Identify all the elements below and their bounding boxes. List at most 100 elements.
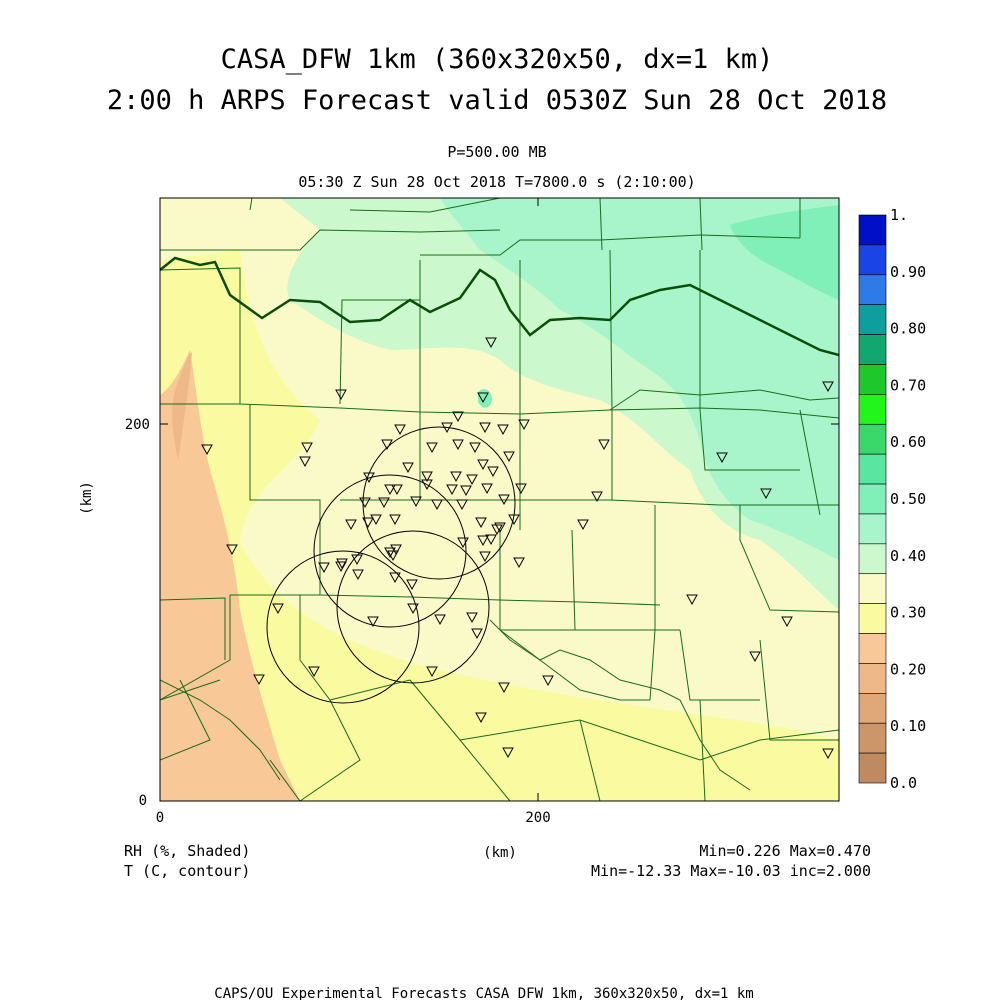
title-line-1: CASA_DFW 1km (360x320x50, dx=1 km) bbox=[221, 44, 774, 75]
colorbar-swatch bbox=[858, 364, 887, 395]
station-marker bbox=[391, 484, 403, 496]
station-marker bbox=[491, 524, 503, 536]
colorbar-label: 1. bbox=[890, 206, 908, 224]
station-marker bbox=[272, 603, 284, 615]
station-marker bbox=[431, 499, 443, 511]
colorbar-swatch bbox=[858, 663, 887, 694]
station-marker bbox=[781, 616, 793, 628]
station-marker bbox=[318, 562, 330, 574]
colorbar-swatch bbox=[858, 274, 887, 305]
colorbar-swatch bbox=[858, 214, 887, 246]
station-marker bbox=[434, 614, 446, 626]
shaded-field-label: RH (%, Shaded) bbox=[124, 842, 250, 860]
station-marker bbox=[485, 534, 497, 546]
y-axis-label: (km) bbox=[79, 481, 95, 515]
station-marker bbox=[497, 424, 509, 436]
station-marker bbox=[498, 682, 510, 694]
station-marker bbox=[508, 514, 520, 526]
station-marker bbox=[370, 514, 382, 526]
colorbar-swatch bbox=[858, 693, 887, 724]
station-marker bbox=[441, 422, 453, 434]
station-marker bbox=[452, 439, 464, 451]
station-marker bbox=[384, 547, 396, 559]
title-line-2: 2:00 h ARPS Forecast valid 0530Z Sun 28 … bbox=[107, 85, 887, 116]
y-tick-0: 0 bbox=[139, 793, 147, 809]
colorbar-swatch bbox=[858, 304, 887, 335]
station-marker bbox=[389, 572, 401, 584]
station-marker bbox=[456, 499, 468, 511]
colorbar-label: 0.70 bbox=[890, 376, 926, 394]
station-marker bbox=[598, 439, 610, 451]
station-marker bbox=[446, 484, 458, 496]
station-marker bbox=[394, 424, 406, 436]
station-marker bbox=[716, 452, 728, 464]
station-marker bbox=[335, 389, 347, 401]
station-marker bbox=[515, 483, 527, 495]
station-marker bbox=[336, 558, 348, 570]
station-marker bbox=[363, 472, 375, 484]
station-marker bbox=[485, 337, 497, 349]
colorbar-label: 0.90 bbox=[890, 263, 926, 281]
station-marker bbox=[410, 496, 422, 508]
station-marker bbox=[466, 474, 478, 486]
colorbar-swatch bbox=[858, 423, 887, 455]
colorbar-swatch bbox=[858, 453, 887, 485]
colorbar-swatch bbox=[858, 394, 887, 425]
pressure-level: P=500.00 MB bbox=[447, 143, 546, 161]
station-marker bbox=[502, 747, 514, 759]
colorbar-label: 0.30 bbox=[890, 604, 926, 622]
shaded-minmax: Min=0.226 Max=0.470 bbox=[699, 842, 871, 860]
contour-field-label: T (C, contour) bbox=[124, 862, 250, 880]
station-marker bbox=[421, 479, 433, 491]
station-marker bbox=[384, 484, 396, 496]
station-marker bbox=[475, 712, 487, 724]
station-marker bbox=[378, 497, 390, 509]
colorbar-label: 0.10 bbox=[890, 717, 926, 735]
colorbar-swatch bbox=[858, 573, 887, 604]
station-marker bbox=[481, 483, 493, 495]
colorbar-label: 0.0 bbox=[890, 774, 917, 792]
station-marker bbox=[822, 748, 834, 760]
station-marker bbox=[479, 551, 491, 563]
station-marker bbox=[352, 569, 364, 581]
map-frame bbox=[159, 197, 840, 802]
colorbar: 1. 0.90 0.80 0.70 0.60 0.50 0.40 0.30 0.20 0.10 0.… bbox=[858, 206, 926, 792]
colorbar-label: 0.20 bbox=[890, 660, 926, 678]
station-marker bbox=[469, 442, 481, 454]
station-marker bbox=[308, 666, 320, 678]
station-marker bbox=[253, 674, 265, 686]
colorbar-label: 0.80 bbox=[890, 320, 926, 338]
station-marker bbox=[477, 459, 489, 471]
station-marker bbox=[367, 616, 379, 628]
station-marker bbox=[466, 612, 478, 624]
colorbar-label: 0.50 bbox=[890, 490, 926, 508]
station-marker bbox=[389, 514, 401, 526]
station-marker bbox=[450, 471, 462, 483]
x-tick-200: 200 bbox=[525, 810, 550, 826]
station-marker bbox=[362, 517, 374, 529]
station-marker bbox=[426, 442, 438, 454]
colorbar-swatch bbox=[858, 483, 887, 515]
station-marker bbox=[452, 411, 464, 423]
colorbar-swatch bbox=[858, 334, 887, 365]
station-marker bbox=[402, 462, 414, 474]
station-marker bbox=[201, 444, 213, 456]
station-marker bbox=[359, 497, 371, 509]
station-marker bbox=[390, 544, 402, 556]
station-marker bbox=[822, 381, 834, 393]
station-marker bbox=[406, 579, 418, 591]
station-marker bbox=[503, 451, 515, 463]
station-marker bbox=[513, 557, 525, 569]
credit-line: CAPS/OU Experimental Forecasts CASA DFW … bbox=[214, 986, 753, 1000]
station-marker bbox=[477, 392, 489, 404]
station-marker bbox=[407, 603, 419, 615]
station-marker bbox=[457, 537, 469, 549]
colorbar-label: 0.60 bbox=[890, 433, 926, 451]
station-marker bbox=[426, 666, 438, 678]
station-marker bbox=[345, 519, 357, 531]
station-marker bbox=[479, 422, 491, 434]
rh-shaded-map bbox=[160, 198, 839, 801]
station-marker bbox=[477, 535, 489, 547]
station-marker bbox=[351, 554, 363, 566]
